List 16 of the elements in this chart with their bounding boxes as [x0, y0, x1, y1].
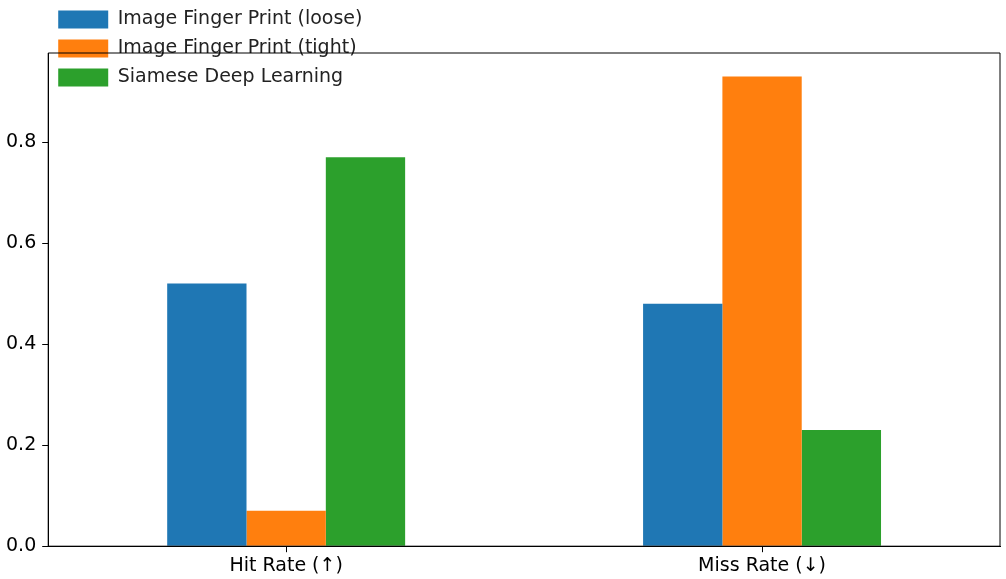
y-tick-label: 0.4	[6, 331, 37, 354]
y-tick-label: 0.6	[6, 230, 37, 253]
bar	[246, 510, 326, 546]
legend-label: Siamese Deep Learning	[117, 64, 344, 87]
x-tick-label: Hit Rate (↑)	[229, 552, 343, 575]
bar	[643, 303, 723, 546]
legend-label: Image Finger Print (loose)	[117, 6, 363, 29]
bar	[722, 76, 802, 546]
y-tick-label: 0.0	[6, 533, 37, 556]
x-tick-label: Miss Rate (↓)	[698, 552, 826, 575]
bar	[167, 283, 247, 546]
bar	[325, 157, 406, 546]
y-tick-label: 0.2	[6, 432, 37, 455]
y-tick-label: 0.8	[6, 129, 37, 152]
legend-label: Image Finger Print (tight)	[117, 35, 357, 58]
bar	[801, 430, 882, 546]
